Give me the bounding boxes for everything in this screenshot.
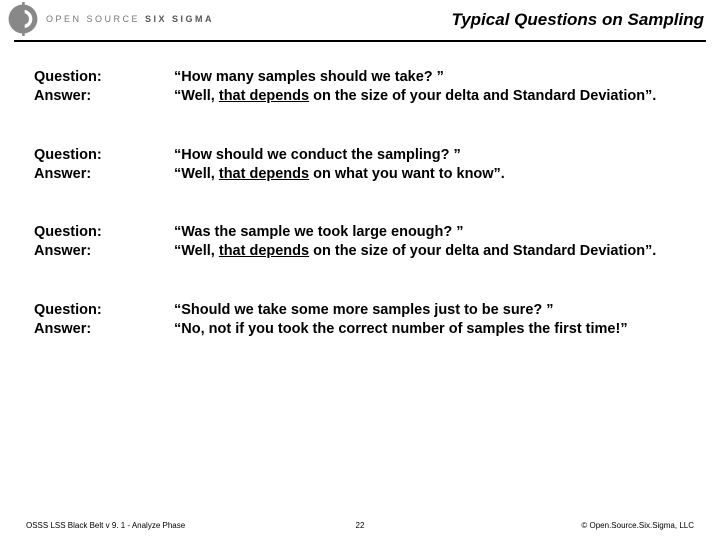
qa-label: Answer:	[34, 87, 174, 106]
qa-labels: Question:Answer:	[34, 223, 174, 261]
qa-label: Question:	[34, 301, 174, 320]
logo: OPEN SOURCE SIX SIGMA	[6, 2, 214, 36]
page-number: 22	[356, 521, 365, 530]
footer-right: © Open.Source.Six.Sigma, LLC	[581, 521, 694, 530]
logo-text: OPEN SOURCE SIX SIGMA	[46, 14, 214, 24]
qa-text-line: “Should we take some more samples just t…	[174, 301, 686, 320]
qa-texts: “How many samples should we take? ”“Well…	[174, 68, 686, 106]
footer-left: OSSS LSS Black Belt v 9. 1 - Analyze Pha…	[26, 521, 185, 530]
qa-text-line: “No, not if you took the correct number …	[174, 320, 686, 339]
logo-icon	[6, 2, 40, 36]
footer: OSSS LSS Black Belt v 9. 1 - Analyze Pha…	[0, 521, 720, 530]
qa-block: Question:Answer:“Was the sample we took …	[34, 223, 686, 261]
qa-text-line: “Was the sample we took large enough? ”	[174, 223, 686, 242]
qa-text-line: “How should we conduct the sampling? ”	[174, 146, 686, 165]
content-area: Question:Answer:“How many samples should…	[0, 42, 720, 339]
qa-label: Answer:	[34, 165, 174, 184]
qa-labels: Question:Answer:	[34, 68, 174, 106]
qa-text-line: “Well, that depends on what you want to …	[174, 165, 686, 184]
qa-texts: “Was the sample we took large enough? ”“…	[174, 223, 686, 261]
page-title: Typical Questions on Sampling	[451, 10, 704, 30]
qa-block: Question:Answer:“How many samples should…	[34, 68, 686, 106]
qa-text-line: “Well, that depends on the size of your …	[174, 87, 686, 106]
qa-text-line: “How many samples should we take? ”	[174, 68, 686, 87]
qa-text-line: “Well, that depends on the size of your …	[174, 242, 686, 261]
qa-label: Answer:	[34, 242, 174, 261]
qa-label: Answer:	[34, 320, 174, 339]
slide-header: OPEN SOURCE SIX SIGMA Typical Questions …	[14, 0, 706, 42]
qa-texts: “How should we conduct the sampling? ”“W…	[174, 146, 686, 184]
qa-block: Question:Answer:“Should we take some mor…	[34, 301, 686, 339]
qa-texts: “Should we take some more samples just t…	[174, 301, 686, 339]
qa-label: Question:	[34, 68, 174, 87]
qa-label: Question:	[34, 223, 174, 242]
qa-block: Question:Answer:“How should we conduct t…	[34, 146, 686, 184]
qa-labels: Question:Answer:	[34, 146, 174, 184]
qa-labels: Question:Answer:	[34, 301, 174, 339]
qa-label: Question:	[34, 146, 174, 165]
